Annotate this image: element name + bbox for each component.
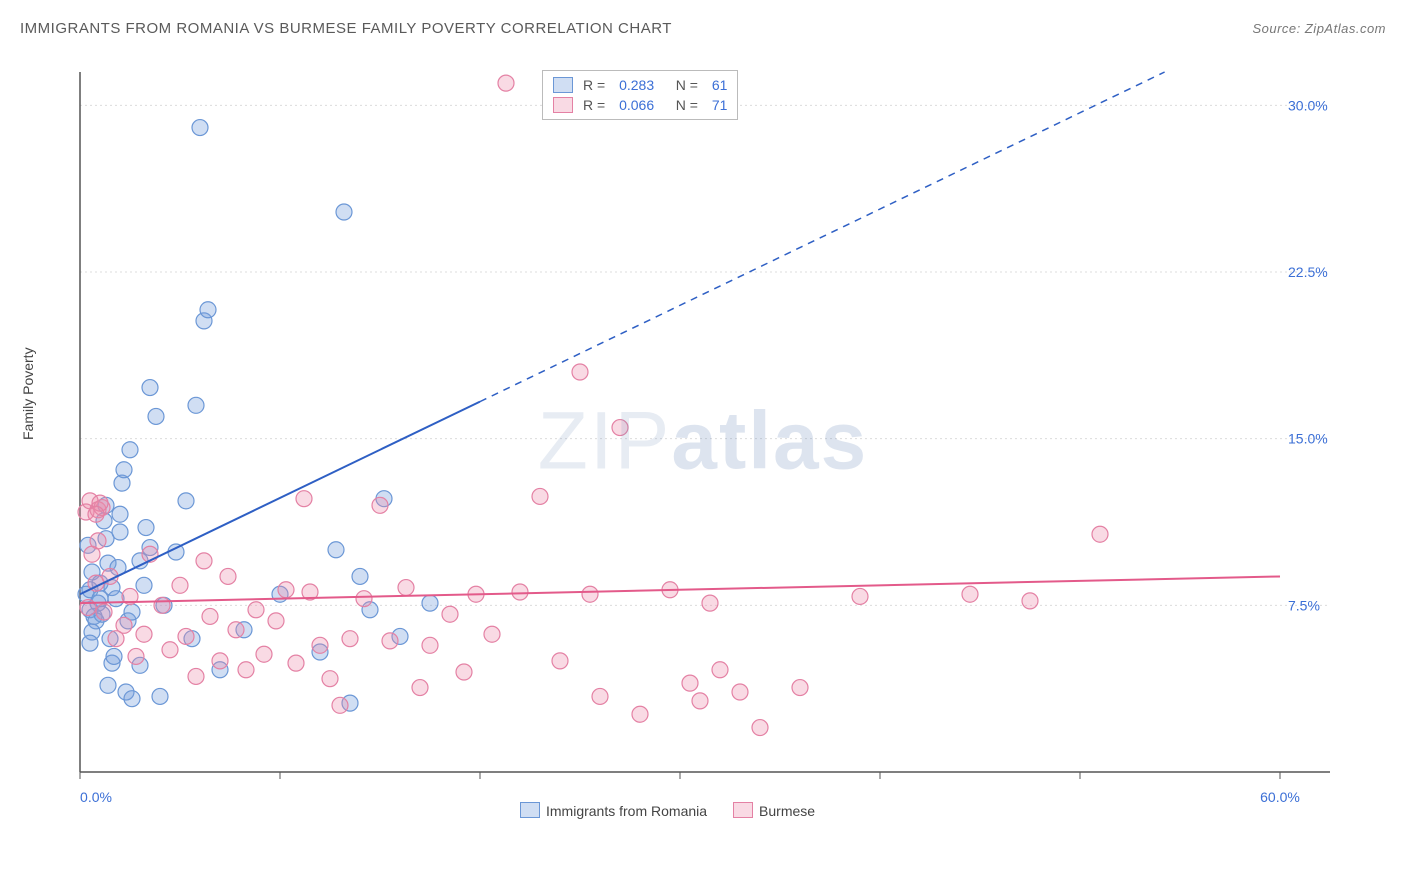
series-legend: Immigrants from Romania Burmese xyxy=(520,802,815,819)
legend-item: Immigrants from Romania xyxy=(520,802,707,819)
svg-text:22.5%: 22.5% xyxy=(1288,264,1328,280)
svg-text:60.0%: 60.0% xyxy=(1260,789,1300,805)
svg-text:30.0%: 30.0% xyxy=(1288,97,1328,113)
correlation-legend: R = 0.283 N = 61R = 0.066 N = 71 xyxy=(542,70,738,120)
chart-title: IMMIGRANTS FROM ROMANIA VS BURMESE FAMIL… xyxy=(20,20,672,37)
svg-text:0.0%: 0.0% xyxy=(80,789,112,805)
scatter-chart: 7.5% 15.0% 22.5% 30.0% 0.0% 60.0% xyxy=(50,66,1340,826)
legend-item: Burmese xyxy=(733,802,815,819)
source-label: Source: ZipAtlas.com xyxy=(1252,21,1386,36)
svg-text:7.5%: 7.5% xyxy=(1288,597,1320,613)
legend-row: R = 0.283 N = 61 xyxy=(553,75,727,95)
plot-area: 7.5% 15.0% 22.5% 30.0% 0.0% 60.0% xyxy=(50,66,1340,826)
y-axis-label: Family Poverty xyxy=(20,347,36,440)
title-bar: IMMIGRANTS FROM ROMANIA VS BURMESE FAMIL… xyxy=(20,20,1386,37)
svg-text:15.0%: 15.0% xyxy=(1288,431,1328,447)
legend-row: R = 0.066 N = 71 xyxy=(553,95,727,115)
